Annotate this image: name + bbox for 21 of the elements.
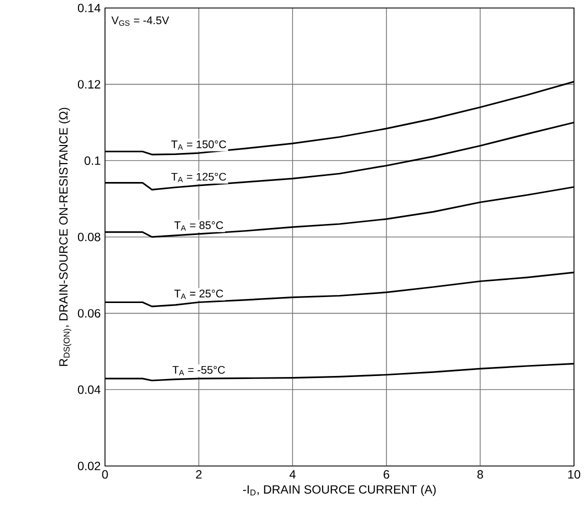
y-tick-label: 0.02 <box>78 462 100 470</box>
x-tick-label: 8 <box>477 470 484 479</box>
series-label: T$_{A}$ = 85°C <box>174 221 224 231</box>
y-tick-label: 0.08 <box>78 232 100 242</box>
x-tick-label: 2 <box>196 470 202 479</box>
x-tick-label: 10 <box>568 470 580 479</box>
annotation: V$_{GS}$ = -4.5V <box>111 16 170 26</box>
y-tick-label: 0.06 <box>78 309 100 318</box>
series-label: T$_{A}$ = -55°C <box>172 366 225 376</box>
y-tick-label: 0.04 <box>78 385 100 394</box>
x-tick-label: 6 <box>384 470 390 479</box>
series-label: T$_{A}$ = 150°C <box>171 140 226 150</box>
series-label: T$_{A}$ = 25°C <box>174 290 224 299</box>
y-tick-label: 0.12 <box>78 80 100 89</box>
x-tick-label: 4 <box>290 470 296 478</box>
x-axis-title: -I$_{D}$, DRAIN SOURCE CURRENT (A) <box>243 484 436 496</box>
y-axis-title: R$_{DS(ON)}$, DRAIN-SOURCE ON-RESISTANCE (Ω) <box>58 108 72 366</box>
x-tick-label: 0 <box>102 470 108 479</box>
series-label: T$_{A}$ = 125°C <box>171 172 226 182</box>
y-tick-label: 0.1 <box>84 156 100 165</box>
y-tick-label: 0.14 <box>78 4 100 12</box>
